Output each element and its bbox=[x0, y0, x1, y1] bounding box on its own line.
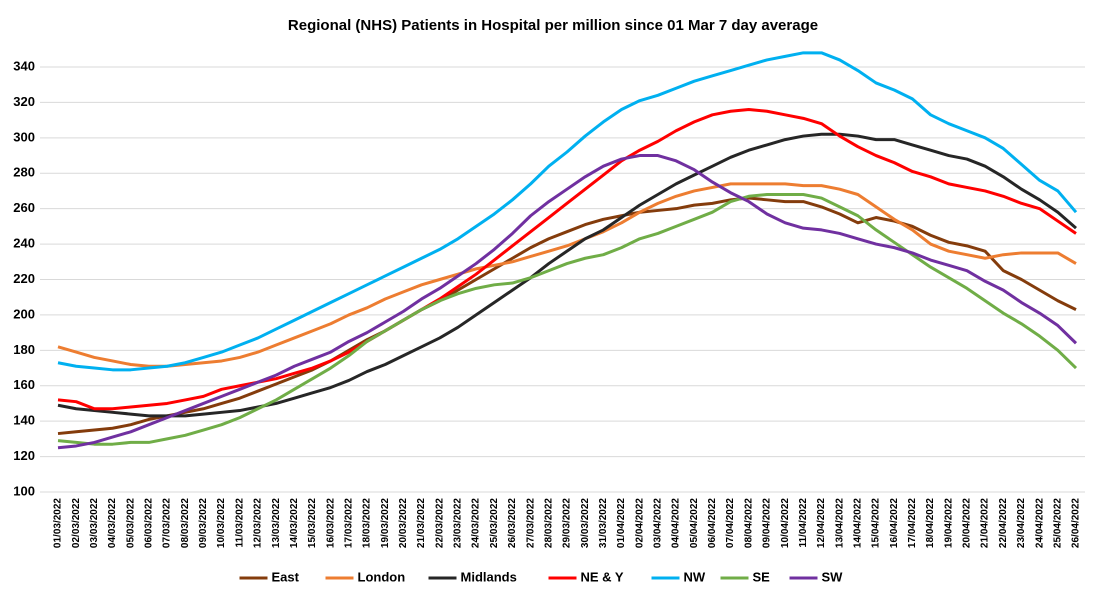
legend-label: NW bbox=[684, 569, 706, 584]
y-tick-label: 260 bbox=[13, 200, 35, 215]
y-tick-label: 320 bbox=[13, 94, 35, 109]
y-tick-label: 120 bbox=[13, 448, 35, 463]
x-tick-label: 01/04/2022 bbox=[616, 498, 627, 548]
x-tick-label: 31/03/2022 bbox=[598, 498, 609, 548]
x-tick-label: 23/03/2022 bbox=[453, 498, 464, 548]
x-tick-label: 07/04/2022 bbox=[725, 498, 736, 548]
y-tick-label: 220 bbox=[13, 271, 35, 286]
x-tick-label: 23/04/2022 bbox=[1016, 498, 1027, 548]
legend-label: NE & Y bbox=[581, 569, 624, 584]
x-tick-label: 25/04/2022 bbox=[1052, 498, 1063, 548]
y-tick-label: 340 bbox=[13, 58, 35, 73]
y-tick-label: 240 bbox=[13, 236, 35, 251]
x-tick-label: 14/03/2022 bbox=[289, 498, 300, 548]
x-tick-label: 04/04/2022 bbox=[671, 498, 682, 548]
y-tick-label: 140 bbox=[13, 413, 35, 428]
x-tick-label: 18/03/2022 bbox=[362, 498, 373, 548]
x-tick-label: 21/04/2022 bbox=[980, 498, 991, 548]
x-tick-label: 27/03/2022 bbox=[525, 498, 536, 548]
x-tick-label: 06/03/2022 bbox=[144, 498, 155, 548]
x-tick-label: 25/03/2022 bbox=[489, 498, 500, 548]
series-line bbox=[57, 182, 1077, 368]
x-tick-label: 12/03/2022 bbox=[253, 498, 264, 548]
x-tick-label: 22/04/2022 bbox=[998, 498, 1009, 548]
legend-label: SW bbox=[822, 569, 844, 584]
x-tick-label: 10/04/2022 bbox=[780, 498, 791, 548]
x-tick-label: 09/03/2022 bbox=[198, 498, 209, 548]
series-line bbox=[57, 132, 1077, 418]
x-tick-label: 07/03/2022 bbox=[162, 498, 173, 548]
y-tick-label: 300 bbox=[13, 129, 35, 144]
x-tick-label: 16/03/2022 bbox=[325, 498, 336, 548]
chart-title: Regional (NHS) Patients in Hospital per … bbox=[288, 17, 818, 34]
legend-label: SE bbox=[753, 569, 771, 584]
x-tick-label: 08/04/2022 bbox=[743, 498, 754, 548]
x-tick-label: 12/04/2022 bbox=[816, 498, 827, 548]
legend-label: Midlands bbox=[461, 569, 517, 584]
x-tick-label: 24/03/2022 bbox=[471, 498, 482, 548]
x-tick-label: 04/03/2022 bbox=[107, 498, 118, 548]
x-tick-label: 09/04/2022 bbox=[762, 498, 773, 548]
x-tick-label: 29/03/2022 bbox=[562, 498, 573, 548]
x-tick-label: 10/03/2022 bbox=[216, 498, 227, 548]
x-tick-label: 15/04/2022 bbox=[871, 498, 882, 548]
y-tick-label: 180 bbox=[13, 342, 35, 357]
x-tick-label: 02/03/2022 bbox=[71, 498, 82, 548]
x-tick-label: 18/04/2022 bbox=[925, 498, 936, 548]
x-tick-label: 17/03/2022 bbox=[343, 498, 354, 548]
x-tick-label: 11/04/2022 bbox=[798, 498, 809, 548]
x-tick-label: 03/04/2022 bbox=[653, 498, 664, 548]
x-tick-label: 05/03/2022 bbox=[125, 498, 136, 548]
x-tick-label: 26/03/2022 bbox=[507, 498, 518, 548]
y-tick-label: 100 bbox=[13, 483, 35, 498]
x-tick-label: 16/04/2022 bbox=[889, 498, 900, 548]
x-tick-label: 14/04/2022 bbox=[852, 498, 863, 548]
y-tick-label: 200 bbox=[13, 306, 35, 321]
series-line bbox=[57, 196, 1077, 436]
x-tick-label: 11/03/2022 bbox=[234, 498, 245, 548]
x-tick-label: 20/03/2022 bbox=[398, 498, 409, 548]
x-tick-label: 26/04/2022 bbox=[1071, 498, 1082, 548]
x-tick-label: 15/03/2022 bbox=[307, 498, 318, 548]
x-tick-label: 19/03/2022 bbox=[380, 498, 391, 548]
x-tick-label: 05/04/2022 bbox=[689, 498, 700, 548]
legend-label: London bbox=[358, 569, 406, 584]
x-tick-label: 20/04/2022 bbox=[962, 498, 973, 548]
x-tick-label: 30/03/2022 bbox=[580, 498, 591, 548]
x-tick-label: 17/04/2022 bbox=[907, 498, 918, 548]
series-line bbox=[57, 108, 1077, 411]
x-tick-label: 08/03/2022 bbox=[180, 498, 191, 548]
x-tick-label: 01/03/2022 bbox=[53, 498, 64, 548]
x-tick-label: 03/03/2022 bbox=[89, 498, 100, 548]
y-tick-label: 160 bbox=[13, 377, 35, 392]
series-line bbox=[57, 154, 1078, 450]
x-tick-label: 24/04/2022 bbox=[1034, 498, 1045, 548]
x-tick-label: 28/03/2022 bbox=[543, 498, 554, 548]
y-tick-label: 280 bbox=[13, 165, 35, 180]
x-tick-label: 19/04/2022 bbox=[943, 498, 954, 548]
x-tick-label: 21/03/2022 bbox=[416, 498, 427, 548]
x-tick-label: 13/04/2022 bbox=[834, 498, 845, 548]
x-tick-label: 06/04/2022 bbox=[707, 498, 718, 548]
legend-label: East bbox=[272, 569, 300, 584]
x-tick-label: 02/04/2022 bbox=[634, 498, 645, 548]
x-tick-label: 22/03/2022 bbox=[434, 498, 445, 548]
series-line bbox=[57, 51, 1078, 372]
x-tick-label: 13/03/2022 bbox=[271, 498, 282, 548]
